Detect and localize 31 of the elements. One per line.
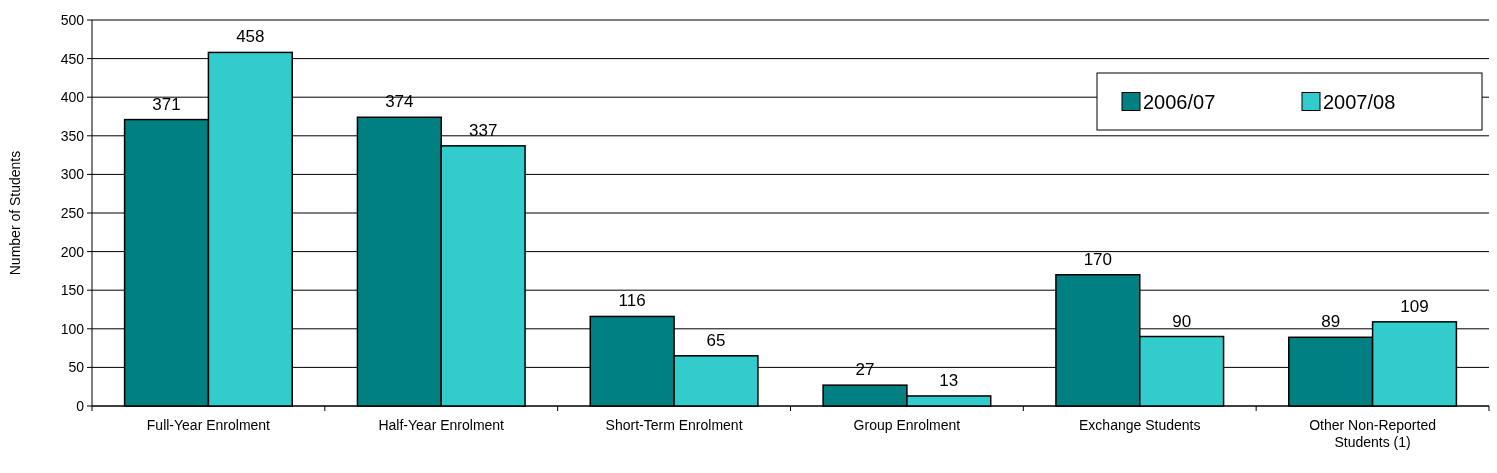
data-label: 337 bbox=[468, 120, 498, 140]
x-tick-label: Full-Year Enrolment bbox=[146, 417, 271, 433]
legend-label: 2006/07 bbox=[1143, 90, 1216, 113]
x-tick-label: Exchange Students bbox=[1079, 417, 1201, 433]
y-tick-label: 250 bbox=[60, 204, 85, 221]
data-label: 65 bbox=[706, 330, 726, 350]
y-tick-label: 400 bbox=[60, 89, 85, 106]
data-label: 109 bbox=[1400, 296, 1429, 316]
data-label: 374 bbox=[385, 92, 414, 112]
data-label: 458 bbox=[236, 27, 265, 47]
y-tick-label: 50 bbox=[68, 359, 85, 376]
x-tick-label: Group Enrolment bbox=[853, 417, 961, 433]
x-tick-label: Half-Year Enrolment bbox=[378, 417, 505, 433]
data-label: 170 bbox=[1083, 249, 1113, 269]
data-label: 89 bbox=[1321, 312, 1341, 332]
data-label: 371 bbox=[152, 94, 181, 114]
y-tick-label: 300 bbox=[60, 166, 85, 183]
y-tick-label: 350 bbox=[60, 127, 85, 144]
y-tick-label: 0 bbox=[76, 397, 85, 414]
data-label: 90 bbox=[1172, 311, 1192, 331]
y-tick-label: 200 bbox=[60, 243, 85, 260]
y-tick-label: 500 bbox=[60, 11, 85, 28]
y-tick-label: 150 bbox=[60, 282, 85, 299]
legend-label: 2007/08 bbox=[1323, 90, 1396, 113]
data-label: 13 bbox=[939, 370, 959, 390]
x-tick-label: Other Non-Reported Students (1) bbox=[1309, 417, 1437, 450]
y-axis-title: Number of Students bbox=[7, 150, 23, 276]
x-tick-label: Short-Term Enrolment bbox=[605, 417, 743, 433]
y-tick-label: 450 bbox=[60, 50, 85, 67]
data-label: 116 bbox=[618, 291, 646, 311]
y-tick-label: 100 bbox=[60, 320, 85, 337]
